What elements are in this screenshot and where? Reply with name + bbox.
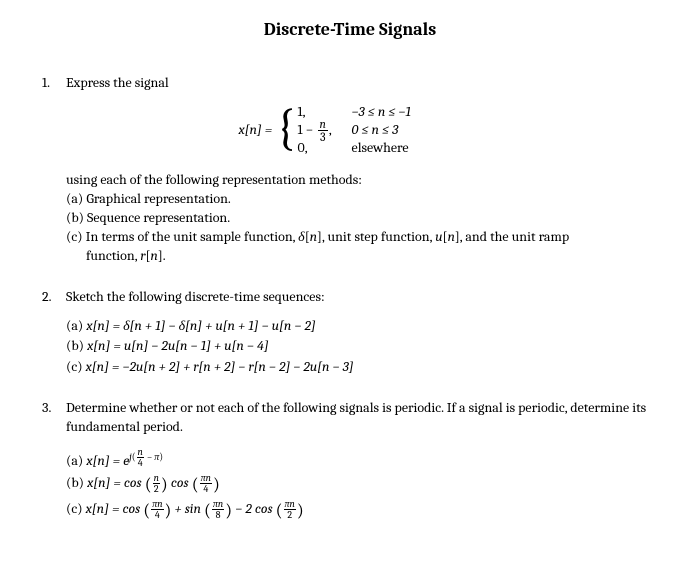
p3-c-frac1: πn4 [151, 499, 163, 520]
p3-b-frac1: n2 [153, 473, 160, 494]
p3-c-frac3: πn2 [284, 499, 296, 520]
page-title: Discrete-Time Signals [42, 18, 658, 42]
pw-row-1-right: −3 ≤ n ≤ −1 [352, 103, 462, 122]
pw-row-2-frac-num: n [318, 118, 328, 131]
pw-row-2-right: 0 ≤ n ≤ 3 [352, 121, 462, 140]
problem-1-head: 1. Express the signal [42, 74, 658, 93]
p3-b-f2-d: 4 [200, 484, 212, 494]
problem-2-head: 2. Sketch the following discrete-time se… [42, 288, 658, 307]
p3-b-frac2: πn4 [200, 473, 212, 494]
problem-2-b-eq: x[n] = u[n] − 2u[n − 1] + u[n − 4] [87, 337, 269, 354]
document-page: Discrete-Time Signals 1. Express the sig… [0, 0, 700, 565]
problem-2-a: (a) x[n] = δ[n + 1] − δ[n] + u[n + 1] − … [66, 317, 658, 336]
p3-c-f2-d: 8 [212, 510, 224, 520]
problem-2-a-eq: x[n] = δ[n + 1] − δ[n] + u[n + 1] − u[n … [86, 317, 315, 334]
problem-2-b: (b) x[n] = u[n] − 2u[n − 1] + u[n − 4] [66, 337, 658, 356]
piecewise-lhs: x[n] = [238, 121, 272, 140]
exp-frac-d: 4 [137, 458, 144, 468]
problem-1-a: (a) Graphical representation. [66, 190, 658, 209]
piecewise-definition: x[n] = { 1, −3 ≤ n ≤ −1 1 − n3, 0 ≤ n ≤ … [42, 103, 658, 157]
problem-3-b: (b) x[n] = cos (n2) cos (πn4) [66, 473, 658, 497]
pw-row-2: 1 − n3, 0 ≤ n ≤ 3 [298, 121, 462, 139]
problem-2: 2. Sketch the following discrete-time se… [42, 288, 658, 378]
p3-c-f1-d: 4 [151, 510, 163, 520]
problem-3-a: (a) x[n] = ej(n4 − π) [66, 447, 658, 471]
problem-1-body: using each of the following representati… [66, 171, 658, 265]
p3-b-f1-d: 2 [153, 484, 160, 494]
problem-2-lead: Sketch the following discrete-time seque… [66, 288, 325, 307]
pw-row-2-frac: n3 [318, 118, 328, 143]
problem-1-b: (b) Sequence representation. [66, 209, 658, 228]
piecewise-rows: 1, −3 ≤ n ≤ −1 1 − n3, 0 ≤ n ≤ 3 0, else… [298, 103, 462, 157]
pw-row-2-frac-den: 3 [318, 131, 328, 143]
pw-row-2-pre: 1 − [298, 120, 317, 137]
problem-3-head: 3. Determine whether or not each of the … [42, 399, 658, 437]
piecewise-brace: { [276, 103, 295, 153]
p3-c-frac2: πn8 [212, 499, 224, 520]
problem-1-number: 1. [42, 74, 66, 93]
problem-1-c-line1: (c) In terms of the unit sample function… [66, 228, 658, 247]
p3-c-f3-d: 2 [284, 510, 296, 520]
pw-row-2-post: , [329, 120, 332, 137]
problem-2-number: 2. [42, 288, 66, 307]
problem-1-lead: Express the signal [66, 74, 169, 93]
problem-2-c: (c) x[n] = −2u[n + 2] + r[n + 2] − r[n −… [66, 358, 658, 377]
problem-3-a-exponent: j(n4 − π) [129, 451, 163, 463]
problem-3-lead: Determine whether or not each of the fol… [66, 399, 658, 437]
problem-1: 1. Express the signal x[n] = { 1, −3 ≤ n… [42, 74, 658, 265]
problem-2-c-eq: x[n] = −2u[n + 2] + r[n + 2] − r[n − 2] … [86, 358, 354, 375]
problem-3: 3. Determine whether or not each of the … [42, 399, 658, 523]
problem-3-c: (c) x[n] = cos (πn4) + sin (πn8) − 2 cos… [66, 499, 658, 523]
problem-1-c-line2: function, r[n]. [86, 247, 658, 266]
problem-3-number: 3. [42, 399, 66, 437]
problem-1-after: using each of the following representati… [66, 171, 658, 190]
exp-frac: n4 [137, 447, 144, 468]
pw-row-3-right: elsewhere [352, 139, 462, 158]
exp-post: − π [145, 451, 159, 463]
